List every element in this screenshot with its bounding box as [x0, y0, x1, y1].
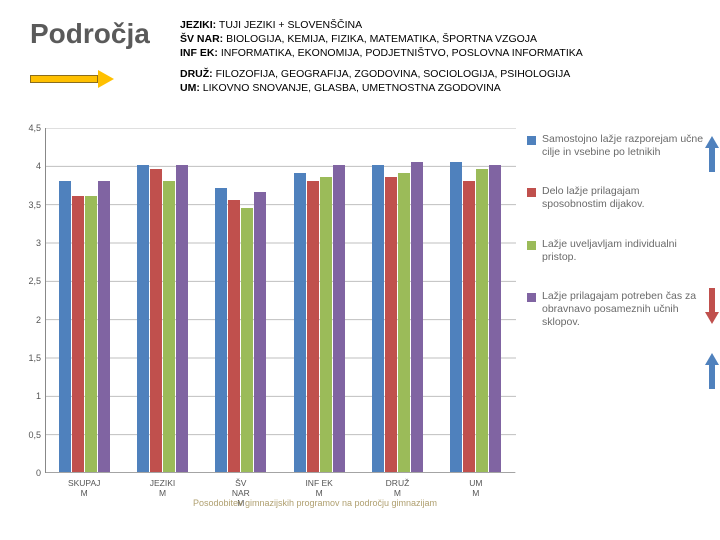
bar: [320, 177, 332, 472]
bar: [176, 165, 188, 472]
legend-swatch: [527, 136, 536, 145]
y-tick-label: 1,5: [11, 353, 41, 363]
definition-row: DRUŽ: FILOZOFIJA, GEOGRAFIJA, ZGODOVINA,…: [180, 67, 708, 81]
bar: [489, 165, 501, 472]
y-tick-label: 4,5: [11, 123, 41, 133]
legend-label: Samostojno lažje razporejam učne cilje i…: [542, 133, 707, 159]
definition-row: INF EK: INFORMATIKA, EKONOMIJA, PODJETNI…: [180, 46, 708, 60]
bar: [163, 181, 175, 472]
bar: [72, 196, 84, 472]
y-tick-label: 1: [11, 391, 41, 401]
bar: [85, 196, 97, 472]
legend-swatch: [527, 293, 536, 302]
bar: [450, 162, 462, 473]
legend-item: Lažje uveljavljam individualni pristop.: [527, 238, 707, 264]
bar: [59, 181, 71, 472]
legend-label: Delo lažje prilagajam sposobnostim dijak…: [542, 185, 707, 211]
y-tick-label: 4: [11, 161, 41, 171]
bar: [254, 192, 266, 472]
bar: [215, 188, 227, 472]
definitions-block: JEZIKI: TUJI JEZIKI + SLOVENŠČINAŠV NAR:…: [180, 18, 708, 95]
bar-group: [281, 128, 359, 472]
x-tick-label: SKUPAJM: [45, 478, 123, 509]
legend-item: Lažje prilagajam potreben čas za obravna…: [527, 290, 707, 329]
bar: [463, 181, 475, 472]
y-tick-label: 2,5: [11, 276, 41, 286]
bar: [137, 165, 149, 472]
y-tick-label: 0: [11, 468, 41, 478]
bar: [333, 165, 345, 472]
legend-swatch: [527, 241, 536, 250]
bar: [476, 169, 488, 472]
bar: [150, 169, 162, 472]
bar: [372, 165, 384, 472]
y-tick-label: 0,5: [11, 430, 41, 440]
bar: [241, 208, 253, 473]
arrow-down-icon: [705, 288, 719, 328]
y-tick-label: 3,5: [11, 200, 41, 210]
arrow-right-icon: [30, 72, 115, 86]
bar: [294, 173, 306, 472]
definition-row: ŠV NAR: BIOLOGIJA, KEMIJA, FIZIKA, MATEM…: [180, 32, 708, 46]
legend-item: Samostojno lažje razporejam učne cilje i…: [527, 133, 707, 159]
arrow-up-icon: [705, 136, 719, 176]
legend-label: Lažje uveljavljam individualni pristop.: [542, 238, 707, 264]
legend-label: Lažje prilagajam potreben čas za obravna…: [542, 290, 707, 329]
chart-legend: Samostojno lažje razporejam učne cilje i…: [527, 133, 707, 355]
bar-group: [46, 128, 124, 472]
bar-group: [437, 128, 515, 472]
definition-row: JEZIKI: TUJI JEZIKI + SLOVENŠČINA: [180, 18, 708, 32]
bar: [307, 181, 319, 472]
bar: [411, 162, 423, 473]
page-title: Področja: [30, 18, 160, 50]
bar-group: [124, 128, 202, 472]
bar: [398, 173, 410, 472]
bar-group: [359, 128, 437, 472]
definition-row: UM: LIKOVNO SNOVANJE, GLASBA, UMETNOSTNA…: [180, 81, 708, 95]
legend-item: Delo lažje prilagajam sposobnostim dijak…: [527, 185, 707, 211]
bar: [228, 200, 240, 472]
bar: [385, 177, 397, 472]
y-tick-label: 3: [11, 238, 41, 248]
arrow-up-icon: [705, 353, 719, 393]
bar: [98, 181, 110, 472]
chart-footer: Posodobitev gimnazijskih programov na po…: [165, 498, 465, 508]
bar-chart: SKUPAJMJEZIKIMŠVNARMINF EKMDRUŽMUMM Samo…: [25, 128, 705, 528]
y-tick-label: 2: [11, 315, 41, 325]
legend-swatch: [527, 188, 536, 197]
bar-group: [202, 128, 280, 472]
